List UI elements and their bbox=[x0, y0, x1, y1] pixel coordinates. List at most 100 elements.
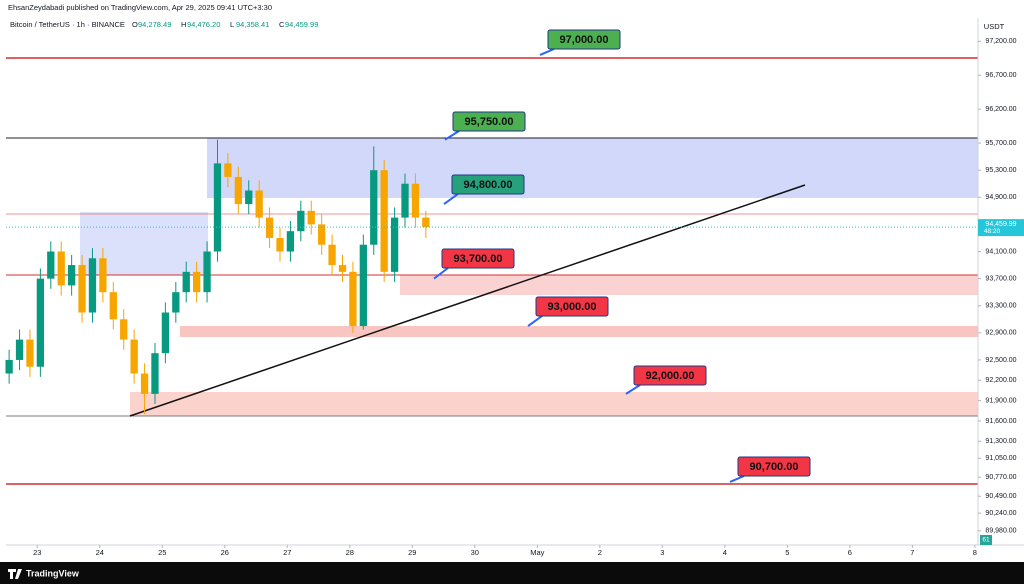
x-tick-label: 28 bbox=[346, 548, 354, 557]
callout-label: 93,000.00 bbox=[548, 301, 597, 313]
x-tick-label: 2 bbox=[598, 548, 602, 557]
callout-box bbox=[451, 174, 525, 195]
callout-pointer bbox=[444, 130, 460, 141]
candle-body bbox=[276, 237, 284, 252]
candle-body bbox=[130, 339, 138, 374]
candle-body bbox=[245, 190, 253, 205]
candle-body bbox=[224, 163, 232, 177]
ohlc-key: L bbox=[230, 20, 234, 29]
y-tick-label: 90,770.00 bbox=[985, 474, 1016, 481]
range-zone bbox=[80, 212, 208, 275]
candle-body bbox=[15, 339, 24, 360]
candle-body bbox=[338, 265, 347, 272]
last-price-tag bbox=[978, 219, 1024, 237]
candle-body bbox=[370, 170, 378, 245]
candle-body bbox=[109, 292, 117, 320]
candle-body bbox=[203, 251, 211, 293]
y-tick-label: 96,200.00 bbox=[985, 106, 1016, 113]
candle-body bbox=[88, 258, 97, 313]
y-tick-label: 95,700.00 bbox=[985, 140, 1016, 147]
candle-body bbox=[67, 265, 76, 286]
candle-body bbox=[401, 183, 409, 218]
callout-pointer bbox=[433, 267, 449, 280]
x-tick-label: 25 bbox=[158, 548, 166, 557]
brand: TradingView bbox=[26, 568, 80, 578]
footer bbox=[0, 562, 1024, 584]
callout-label: 92,000.00 bbox=[646, 370, 695, 382]
x-tick-label: 27 bbox=[283, 548, 291, 557]
candle-body bbox=[26, 339, 34, 367]
y-tick-label: 93,700.00 bbox=[985, 275, 1016, 282]
y-tick-label: 97,200.00 bbox=[985, 38, 1016, 45]
candle-body bbox=[380, 170, 388, 272]
candle-body bbox=[161, 312, 170, 354]
candle-body bbox=[5, 359, 13, 374]
demand-zone bbox=[180, 326, 978, 337]
demand-zone bbox=[400, 275, 978, 295]
candle-body bbox=[151, 353, 159, 394]
callout-label: 94,800.00 bbox=[464, 179, 513, 191]
supply-zone bbox=[207, 138, 978, 198]
ohlc-key: O bbox=[132, 20, 138, 29]
candle-body bbox=[193, 271, 201, 293]
candle-body bbox=[234, 176, 242, 205]
callout-box bbox=[535, 296, 609, 317]
y-tick-label: 95,300.00 bbox=[985, 167, 1016, 174]
candle-body bbox=[120, 319, 128, 340]
callout-pointer bbox=[539, 48, 555, 56]
y-tick-label: 91,050.00 bbox=[985, 455, 1016, 462]
ohlc-value: 94,476.20 bbox=[187, 20, 220, 29]
candle-body bbox=[99, 258, 107, 293]
ohlc-key: H bbox=[181, 20, 186, 29]
countdown: 48:20 bbox=[984, 228, 1001, 235]
callout-label: 90,700.00 bbox=[750, 461, 799, 473]
x-tick-label: 29 bbox=[408, 548, 416, 557]
ohlc-value: 94,278.49 bbox=[138, 20, 171, 29]
candle-body bbox=[307, 210, 315, 225]
last-price-label: 94,459.99 bbox=[985, 221, 1016, 228]
candle-body bbox=[328, 244, 336, 266]
candle-body bbox=[422, 217, 430, 228]
y-tick-label: 93,300.00 bbox=[985, 303, 1016, 310]
x-tick-label: 30 bbox=[471, 548, 479, 557]
candle-body bbox=[36, 278, 45, 367]
callout-box bbox=[737, 456, 811, 477]
callout-box bbox=[441, 248, 515, 269]
callout-label: 93,700.00 bbox=[454, 253, 503, 265]
logo bbox=[8, 569, 22, 579]
x-tick-label: 23 bbox=[33, 548, 41, 557]
candle-body bbox=[265, 217, 274, 238]
candle-body bbox=[359, 244, 367, 327]
publisher: EhsanZeydabadi published on TradingView.… bbox=[8, 3, 272, 12]
candle-body bbox=[182, 271, 190, 293]
y-tick-label: 90,490.00 bbox=[985, 493, 1016, 500]
x-tick-label: 8 bbox=[973, 548, 977, 557]
y-tick-label: 92,900.00 bbox=[985, 330, 1016, 337]
candle-body bbox=[140, 373, 149, 394]
x-tick-label: 5 bbox=[785, 548, 789, 557]
x-tick-label: 6 bbox=[848, 548, 852, 557]
ohlc-key: C bbox=[279, 20, 285, 29]
y-tick-label: 91,900.00 bbox=[985, 397, 1016, 404]
x-tick-label: 24 bbox=[96, 548, 104, 557]
callout-label: 97,000.00 bbox=[560, 34, 609, 46]
candle-body bbox=[411, 183, 420, 218]
demand-zone bbox=[130, 392, 978, 416]
x-tick-label: 4 bbox=[723, 548, 727, 557]
trend-line bbox=[129, 184, 806, 417]
x-tick-label: 3 bbox=[660, 548, 664, 557]
candle-body bbox=[255, 190, 263, 218]
candle-body bbox=[57, 251, 65, 286]
x-tick-label: 7 bbox=[910, 548, 914, 557]
y-tick-label: 91,300.00 bbox=[985, 438, 1016, 445]
symbol: Bitcoin / TetherUS · 1h · BINANCE bbox=[10, 20, 125, 29]
callout-pointer bbox=[443, 193, 459, 205]
y-tick-label: 94,900.00 bbox=[985, 194, 1016, 201]
ohlc-value: 94,459.99 bbox=[285, 20, 318, 29]
candle-body bbox=[349, 271, 357, 327]
y-tick-label: 92,200.00 bbox=[985, 377, 1016, 384]
y-tick-label: 94,100.00 bbox=[985, 248, 1016, 255]
candle-body bbox=[286, 231, 295, 252]
candle-body bbox=[390, 217, 399, 272]
